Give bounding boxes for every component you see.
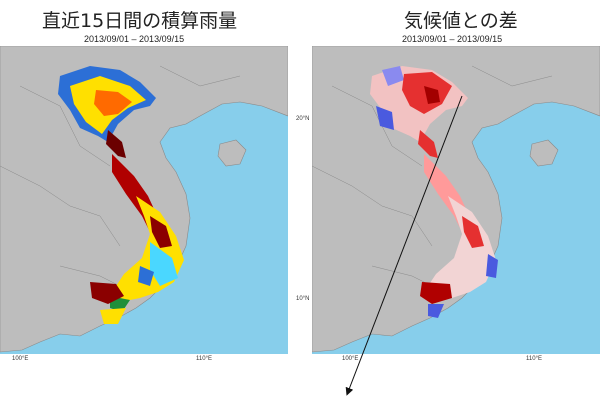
right-y-tick-20n: 20°N: [296, 116, 310, 122]
right-map-title: 気候値との差: [404, 10, 518, 32]
rainfall-total-map-canvas: [0, 46, 288, 353]
rainfall-anomaly-map-canvas: [312, 46, 600, 353]
hainan-island: [529, 139, 559, 167]
left-x-tick-100: 100°E: [12, 356, 29, 362]
left-date-range: 2013/09/01 – 2013/09/15: [84, 34, 185, 44]
rainfall-total-map: [0, 46, 288, 354]
rainfall-field: [58, 66, 184, 324]
rainfall-anomaly-map: [312, 46, 600, 354]
right-y-tick-10n: 10°N: [296, 296, 310, 302]
hainan-island: [217, 139, 247, 167]
right-date-range: 2013/09/01 – 2013/09/15: [402, 34, 503, 44]
left-x-tick-110: 110°E: [196, 356, 212, 362]
right-x-tick-110: 110°E: [526, 356, 542, 362]
left-map-title: 直近15日間の積算雨量: [42, 10, 238, 32]
right-x-tick-100: 100°E: [342, 356, 359, 362]
country-borders: [0, 65, 241, 287]
